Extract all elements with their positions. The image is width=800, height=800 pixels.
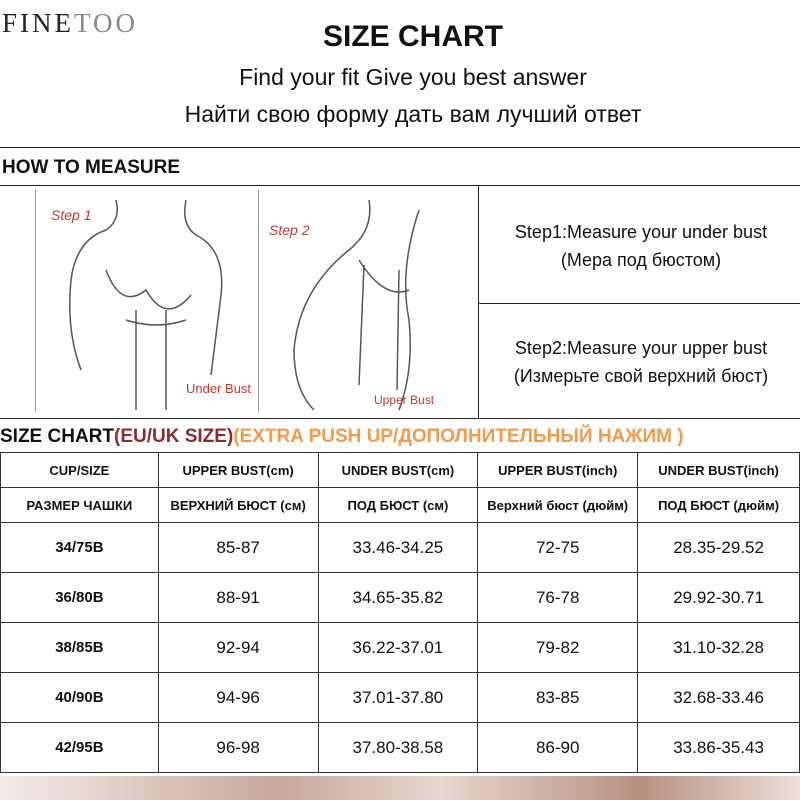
step2-label: Step 2 (269, 222, 310, 238)
table-cell: ПОД БЮСТ (дюйм) (637, 487, 800, 523)
table-cell: UNDER BUST(inch) (637, 452, 800, 488)
table-cell: 38/85B (0, 622, 159, 673)
step2-illustration: Step 2 Upper Bust (258, 190, 479, 412)
brand-logo: FINETOO (2, 8, 139, 38)
table-cell: 33.86-35.43 (637, 722, 800, 773)
step2-instructions: Step2:Measure your upper bust (Измерьте с… (513, 338, 769, 386)
table-cell: ВЕРХНИЙ БЮСТ (см) (157, 487, 319, 523)
table-cell: 29.92-30.71 (637, 572, 800, 623)
table-cell: 40/90B (0, 672, 159, 723)
table-cell: Верхний бюст (дюйм) (477, 487, 639, 523)
table-cell: 76-78 (477, 572, 639, 623)
table-cell: 37.80-38.58 (317, 722, 479, 773)
table-cell: 94-96 (157, 672, 319, 723)
subtitle-en: Find your fit Give you best answer (239, 64, 587, 90)
step1-instructions: Step1:Measure your under bust (Мера под б… (514, 222, 768, 270)
step1-caption: Under Bust (186, 381, 251, 396)
table-row: 42/95B 96-98 37.80-38.58 86-90 33.86-35.43 (0, 722, 800, 773)
table-cell: 85-87 (157, 522, 319, 573)
table-cell: 28.35-29.52 (637, 522, 800, 573)
step2-caption: Upper Bust (374, 393, 435, 407)
table-cell: 83-85 (477, 672, 639, 723)
table-cell: 88-91 (157, 572, 319, 623)
table-cell: UNDER BUST(cm) (317, 452, 479, 488)
divider (0, 418, 800, 419)
table-cell: 34.65-35.82 (317, 572, 479, 623)
step1-label: Step 1 (51, 207, 91, 223)
table-cell: 32.68-33.46 (637, 672, 800, 723)
table-cell: 72-75 (477, 522, 639, 573)
table-cell: 86-90 (477, 722, 639, 773)
table-cell: 96-98 (157, 722, 319, 773)
divider (0, 185, 800, 186)
table-row: 40/90B 94-96 37.01-37.80 83-85 32.68-33.46 (0, 672, 800, 723)
table-cell: CUP/SIZE (0, 452, 159, 488)
divider (0, 147, 800, 148)
divider (478, 185, 479, 418)
table-row: 36/80B 88-91 34.65-35.82 76-78 29.92-30.71 (0, 572, 800, 623)
table-cell: 37.01-37.80 (317, 672, 479, 723)
table-cell: 33.46-34.25 (317, 522, 479, 573)
step1-illustration: Step 1 Under Bust (35, 190, 256, 412)
product-photo-strip (0, 776, 800, 800)
table-cell: UPPER BUST(inch) (477, 452, 639, 488)
table-cell: 36.22-37.01 (317, 622, 479, 673)
size-table: CUP/SIZE UPPER BUST(cm) UNDER BUST(cm) UPPE… (0, 452, 800, 773)
table-row: 34/75B 85-87 33.46-34.25 72-75 28.35-29.52 (0, 522, 800, 573)
table-cell: РАЗМЕР ЧАШКИ (0, 487, 159, 523)
size-chart-heading: SIZE CHART(EU/UK SIZE)(EXTRA PUSH UP/ДОП… (0, 426, 684, 447)
divider (478, 303, 800, 304)
table-cell: UPPER BUST(cm) (157, 452, 319, 488)
table-cell: 42/95B (0, 722, 159, 773)
subtitle-ru: Найти свою форму дать вам лучший ответ (184, 101, 642, 127)
table-header-row: РАЗМЕР ЧАШКИ ВЕРХНИЙ БЮСТ (см) ПОД БЮСТ (с… (0, 487, 800, 523)
table-cell: 34/75B (0, 522, 159, 573)
how-to-measure-heading: HOW TO MEASURE (2, 157, 181, 178)
table-cell: 79-82 (477, 622, 639, 673)
table-header-row: CUP/SIZE UPPER BUST(cm) UNDER BUST(cm) UPPE… (0, 452, 800, 488)
table-cell: 92-94 (157, 622, 319, 673)
table-cell: 31.10-32.28 (637, 622, 800, 673)
table-row: 38/85B 92-94 36.22-37.01 79-82 31.10-32.28 (0, 622, 800, 673)
table-cell: 36/80B (0, 572, 159, 623)
page-title: SIZE CHART (323, 20, 503, 53)
table-cell: ПОД БЮСТ (см) (317, 487, 479, 523)
